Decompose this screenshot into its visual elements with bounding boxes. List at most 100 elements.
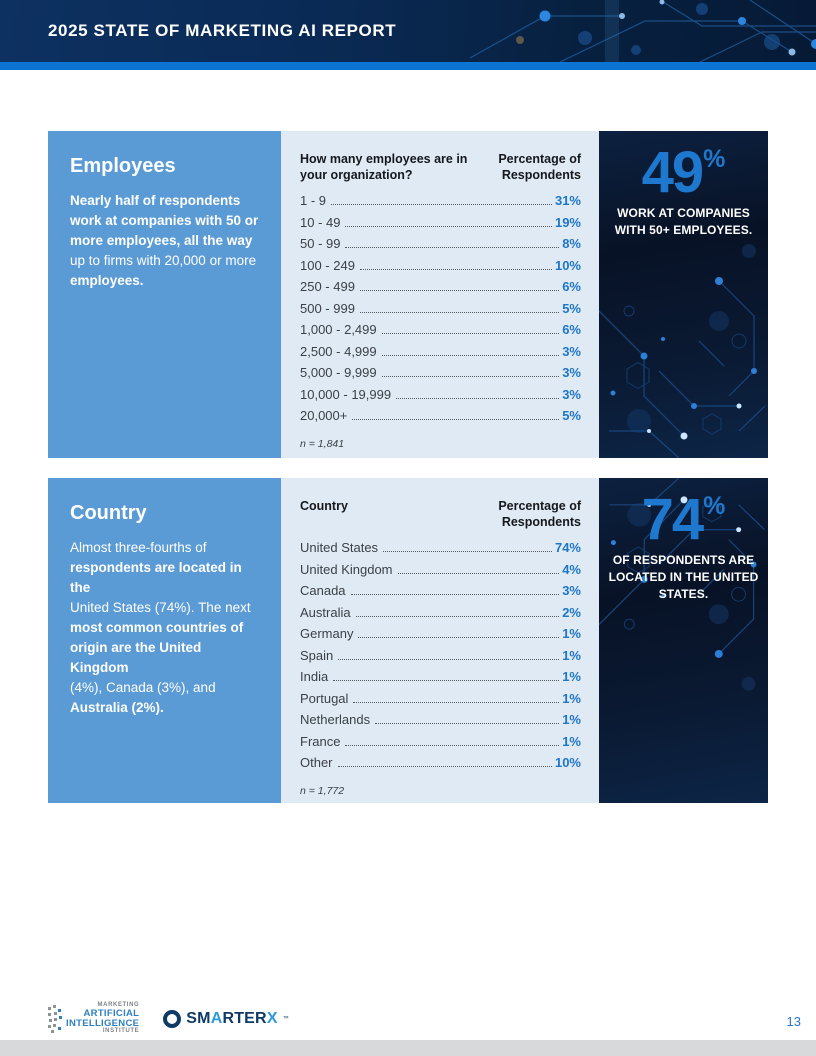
table-row-label: India bbox=[300, 669, 329, 684]
description-line: (4%), Canada (3%), and bbox=[70, 680, 216, 695]
table-row-label: Canada bbox=[300, 583, 346, 598]
table-row: Netherlands 1% bbox=[300, 712, 581, 734]
table-row-label: 100 - 249 bbox=[300, 257, 355, 273]
dotted-leader bbox=[359, 290, 560, 291]
table-row-value: 6% bbox=[562, 322, 581, 337]
table-row-label: France bbox=[300, 733, 341, 749]
table-row: 5,000 - 9,999 3% bbox=[300, 365, 581, 387]
description-line: Nearly half of respondents bbox=[70, 193, 241, 208]
table-row: United Kingdom 4% bbox=[300, 562, 581, 584]
description-line: Australia (2%). bbox=[70, 700, 164, 715]
circuit-pattern-decoration bbox=[599, 478, 765, 691]
table-row: India 1% bbox=[300, 669, 581, 691]
accent-bar bbox=[0, 62, 816, 70]
table-row-value: 3% bbox=[562, 343, 581, 359]
table-row: 10 - 49 19% bbox=[300, 215, 581, 237]
table-row-label: 1 - 9 bbox=[300, 193, 327, 208]
table-row: United States 74% bbox=[300, 540, 581, 562]
description-line: work at companies with 50 or bbox=[70, 213, 259, 228]
smarterx-wordmark: SM A RTER X bbox=[186, 1010, 277, 1028]
dotted-leader bbox=[397, 572, 560, 574]
table-row: 100 - 249 10% bbox=[300, 258, 581, 280]
table-row-label: United Kingdom bbox=[300, 561, 393, 577]
dotted-leader bbox=[355, 615, 560, 617]
table-row: 250 - 499 6% bbox=[300, 279, 581, 301]
table-row: 50 - 99 8% bbox=[300, 236, 581, 258]
dotted-leader bbox=[358, 637, 560, 638]
table-row-label: Spain bbox=[300, 647, 334, 663]
description-line: up to firms with 20,000 or more bbox=[70, 253, 257, 268]
dotted-leader bbox=[396, 397, 560, 399]
stat-percent-sign: % bbox=[703, 145, 726, 173]
table-header-percentage: Percentage of Respondents bbox=[498, 152, 581, 182]
employees-table-panel: How many employees are in your organizat… bbox=[281, 131, 599, 458]
table-row: 1,000 - 2,499 6% bbox=[300, 322, 581, 344]
dotted-leader bbox=[337, 766, 552, 767]
table-row-value: 1% bbox=[562, 626, 581, 641]
table-row: 500 - 999 5% bbox=[300, 301, 581, 323]
table-row-label: 500 - 999 bbox=[300, 300, 355, 316]
dotted-leader bbox=[383, 551, 552, 552]
table-row-label: 5,000 - 9,999 bbox=[300, 365, 377, 380]
dotted-leader bbox=[381, 376, 560, 377]
dotted-leader bbox=[331, 204, 552, 205]
dotted-leader bbox=[345, 225, 552, 227]
country-intro-panel: Country Almost three-fourths of responden… bbox=[48, 478, 281, 803]
dotted-leader bbox=[381, 354, 560, 356]
section-description-country: Almost three-fourths of respondents are l… bbox=[70, 538, 261, 718]
country-stat-panel: 74 % OF RESPONDENTS ARE LOCATED IN THE U… bbox=[599, 478, 768, 803]
employees-section: Employees Nearly half of respondents work… bbox=[48, 131, 768, 458]
employees-stat-panel: 49 % WORK AT COMPANIES WITH 50+ EMPLOYEE… bbox=[599, 131, 768, 458]
table-row-value: 3% bbox=[562, 365, 581, 380]
table-row: Portugal 1% bbox=[300, 691, 581, 713]
table-row: Australia 2% bbox=[300, 605, 581, 627]
section-heading-country: Country bbox=[70, 502, 147, 524]
country-table-panel: Country Percentage of Respondents United… bbox=[281, 478, 599, 803]
table-header-percentage: Percentage of Respondents bbox=[498, 499, 581, 529]
mai-line-institute: INSTITUTE bbox=[102, 1028, 140, 1034]
table-row-label: Germany bbox=[300, 626, 354, 641]
wordmark-segment: A bbox=[210, 1009, 223, 1027]
marketing-ai-institute-logo: MARKETING ARTIFICIAL INTELLIGENCE INSTIT… bbox=[48, 1002, 139, 1035]
table-header: How many employees are in your organizat… bbox=[300, 151, 581, 183]
table-row-label: 20,000+ bbox=[300, 408, 348, 423]
dotted-leader bbox=[381, 333, 560, 334]
table-row-value: 5% bbox=[562, 300, 581, 316]
table-row: 10,000 - 19,999 3% bbox=[300, 387, 581, 409]
table-row-value: 6% bbox=[562, 279, 581, 294]
table-row-value: 74% bbox=[554, 540, 581, 555]
table-row-label: Netherlands bbox=[300, 712, 371, 727]
country-section: Country Almost three-fourths of responden… bbox=[48, 478, 768, 803]
stat-number: 49 % bbox=[599, 144, 768, 202]
table-row-value: 19% bbox=[554, 214, 581, 230]
stat-callout-country: 74 % OF RESPONDENTS ARE LOCATED IN THE U… bbox=[599, 478, 768, 603]
smarterx-logo: SM A RTER X ™ bbox=[163, 1009, 289, 1028]
table-row: 2,500 - 4,999 3% bbox=[300, 344, 581, 366]
dotted-leader bbox=[345, 744, 560, 746]
table-row-label: 250 - 499 bbox=[300, 279, 355, 294]
table-row: Germany 1% bbox=[300, 626, 581, 648]
table-row-value: 1% bbox=[562, 733, 581, 749]
page-title: 2025 STATE OF MARKETING AI REPORT bbox=[48, 21, 397, 40]
dotted-leader bbox=[353, 701, 560, 703]
table-row-value: 10% bbox=[554, 755, 581, 770]
trademark-symbol: ™ bbox=[282, 1016, 289, 1022]
dotted-leader bbox=[375, 723, 560, 724]
table-row: 20,000+ 5% bbox=[300, 408, 581, 430]
table-row-label: United States bbox=[300, 540, 379, 555]
table-row-value: 3% bbox=[562, 386, 581, 402]
circuit-pattern-decoration bbox=[599, 244, 766, 458]
stat-number-value: 49 bbox=[641, 140, 704, 205]
description-line: Almost three-fourths of bbox=[70, 540, 207, 555]
stat-number-value: 74 bbox=[641, 487, 704, 552]
description-line: employees. bbox=[70, 273, 144, 288]
table-row-value: 1% bbox=[562, 712, 581, 727]
stat-callout-employees: 49 % WORK AT COMPANIES WITH 50+ EMPLOYEE… bbox=[599, 131, 768, 239]
employees-table-body: 1 - 9 31% 10 - 49 19% 50 - 99 8% 100 - 249 10% 2… bbox=[300, 193, 581, 430]
table-header: Country Percentage of Respondents bbox=[300, 498, 581, 530]
dotted-leader bbox=[352, 419, 560, 420]
smarterx-circle-icon bbox=[163, 1009, 182, 1028]
table-row-label: 10,000 - 19,999 bbox=[300, 386, 392, 402]
description-line: respondents are located in the bbox=[70, 560, 242, 595]
table-row-label: Other bbox=[300, 755, 333, 770]
